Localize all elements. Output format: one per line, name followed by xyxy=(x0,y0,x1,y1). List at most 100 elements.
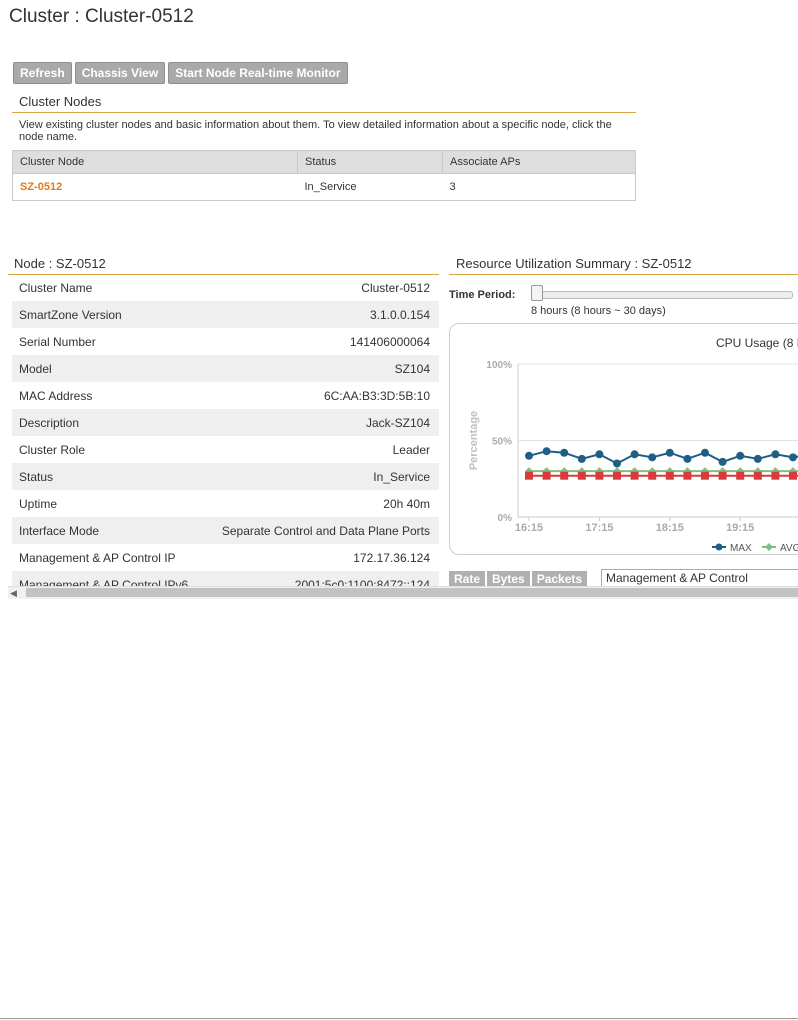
scroll-left-arrow-icon[interactable]: ◀ xyxy=(10,588,17,598)
interface-select[interactable]: Management & AP Control xyxy=(601,569,798,587)
data-point xyxy=(683,454,692,463)
detail-row-uptime: Uptime 20h 40m xyxy=(12,490,439,517)
time-period-slider[interactable] xyxy=(531,291,793,299)
data-point xyxy=(560,471,569,480)
data-point xyxy=(525,451,533,460)
x-tick-label: 19:15 xyxy=(726,522,754,534)
data-point xyxy=(718,457,727,466)
legend-marker xyxy=(765,543,773,551)
data-point xyxy=(753,471,762,480)
detail-label: Status xyxy=(19,469,54,484)
data-point xyxy=(789,453,797,462)
data-point xyxy=(736,451,745,460)
detail-value: Jack-SZ104 xyxy=(365,415,430,430)
detail-label: Management & AP Control IP xyxy=(19,550,176,565)
detail-label: Description xyxy=(19,415,80,430)
node-status-cell: In_Service xyxy=(304,181,357,193)
data-point xyxy=(560,448,569,457)
start-realtime-monitor-button[interactable]: Start Node Real-time Monitor xyxy=(168,62,348,84)
node-details: Cluster Name Cluster-0512 SmartZone Versi… xyxy=(12,274,439,586)
detail-label: MAC Address xyxy=(19,388,93,403)
detail-row-serial: Serial Number 141406000064 xyxy=(12,328,439,355)
detail-label: Management & AP Control IPv6 xyxy=(19,577,189,587)
detail-value: Cluster-0512 xyxy=(361,280,430,295)
cluster-nodes-table: Cluster Node Status Associate APs SZ-051… xyxy=(12,150,636,201)
cluster-nodes-heading: Cluster Nodes xyxy=(19,94,102,109)
cluster-nodes-description: View existing cluster nodes and basic in… xyxy=(19,119,612,143)
detail-label: Cluster Name xyxy=(19,280,93,295)
detail-row-cluster-role: Cluster Role Leader xyxy=(12,436,439,463)
cpu-usage-chart: CPU Usage (8 H 100% 50% 0% Percentage 16:15 1… xyxy=(449,323,798,555)
node-aps-cell: 3 xyxy=(449,181,456,193)
refresh-button[interactable]: Refresh xyxy=(13,62,72,84)
detail-row-interface-mode: Interface Mode Separate Control and Data … xyxy=(12,517,439,544)
toolbar: Refresh Chassis View Start Node Real-tim… xyxy=(13,62,348,84)
x-tick-label: 18:15 xyxy=(656,522,684,534)
detail-label: SmartZone Version xyxy=(19,307,122,322)
detail-row-mgmt-ip: Management & AP Control IP 172.17.36.124 xyxy=(12,544,439,571)
chassis-view-button[interactable]: Chassis View xyxy=(74,62,166,84)
data-point xyxy=(665,471,674,480)
resource-divider xyxy=(449,274,798,275)
y-tick-label: 100% xyxy=(486,360,512,371)
table-header-row: Cluster Node Status Associate APs xyxy=(12,150,636,174)
detail-value: 2001:5c0:1100:8472::124 xyxy=(294,577,430,587)
detail-row-cluster-name: Cluster Name Cluster-0512 xyxy=(12,274,439,301)
detail-label: Interface Mode xyxy=(19,523,100,538)
data-point xyxy=(771,471,780,480)
column-header-associate-aps[interactable]: Associate APs xyxy=(442,150,636,174)
tab-bytes[interactable]: Bytes xyxy=(487,571,530,586)
detail-label: Model xyxy=(19,361,52,376)
detail-label: Cluster Role xyxy=(19,442,86,457)
tab-packets[interactable]: Packets xyxy=(531,571,588,586)
y-tick-label: 50% xyxy=(492,437,512,448)
detail-value: SZ104 xyxy=(394,361,430,376)
detail-row-description: Description Jack-SZ104 xyxy=(12,409,439,436)
detail-row-mac: MAC Address 6C:AA:B3:3D:5B:10 xyxy=(12,382,439,409)
detail-label: Serial Number xyxy=(19,334,96,349)
detail-row-model: Model SZ104 xyxy=(12,355,439,382)
time-period-label: Time Period: xyxy=(449,289,516,301)
x-tick-label: 17:15 xyxy=(585,522,613,534)
data-point xyxy=(701,471,709,480)
data-point xyxy=(577,471,586,480)
data-point xyxy=(718,471,727,480)
tab-rate[interactable]: Rate xyxy=(449,571,486,586)
legend-label: AVG xyxy=(780,543,798,554)
chart-title: CPU Usage (8 H xyxy=(716,336,798,350)
node-divider xyxy=(8,274,439,275)
data-point xyxy=(542,447,551,456)
detail-value: 3.1.0.0.154 xyxy=(369,307,430,322)
time-period-slider-handle[interactable] xyxy=(531,285,543,301)
detail-label: Uptime xyxy=(19,496,58,511)
data-point xyxy=(613,459,621,468)
data-point xyxy=(648,453,657,462)
resource-heading: Resource Utilization Summary : SZ-0512 xyxy=(456,256,692,271)
detail-row-version: SmartZone Version 3.1.0.0.154 xyxy=(12,301,439,328)
column-header-status[interactable]: Status xyxy=(297,150,443,174)
data-point xyxy=(595,450,604,459)
legend-marker xyxy=(715,543,723,551)
data-point xyxy=(525,471,533,480)
data-point xyxy=(683,471,692,480)
data-point xyxy=(736,471,745,480)
data-point xyxy=(542,471,551,480)
detail-value: 6C:AA:B3:3D:5B:10 xyxy=(323,388,430,403)
detail-value: Leader xyxy=(392,442,430,457)
horizontal-scrollbar[interactable]: ◀ xyxy=(8,586,798,599)
page-title: Cluster : Cluster-0512 xyxy=(9,6,194,27)
cluster-nodes-divider xyxy=(12,112,636,113)
scrollbar-thumb[interactable] xyxy=(26,588,798,597)
detail-value: In_Service xyxy=(373,469,430,484)
cpu-usage-plot: 100%50%0%Percentage16:1517:1518:1519:152… xyxy=(468,360,798,554)
time-period-value: 8 hours (8 hours ~ 30 days) xyxy=(531,305,666,317)
data-point xyxy=(630,450,639,459)
data-point xyxy=(771,450,780,459)
data-point xyxy=(630,471,639,480)
y-axis-label: Percentage xyxy=(468,411,480,470)
x-tick-label: 16:15 xyxy=(515,522,543,534)
column-header-cluster-node[interactable]: Cluster Node xyxy=(12,150,298,174)
detail-value: Separate Control and Data Plane Ports xyxy=(221,523,430,538)
detail-row-mgmt-ipv6: Management & AP Control IPv6 2001:5c0:110… xyxy=(12,571,439,586)
cluster-node-link[interactable]: SZ-0512 xyxy=(20,181,63,193)
